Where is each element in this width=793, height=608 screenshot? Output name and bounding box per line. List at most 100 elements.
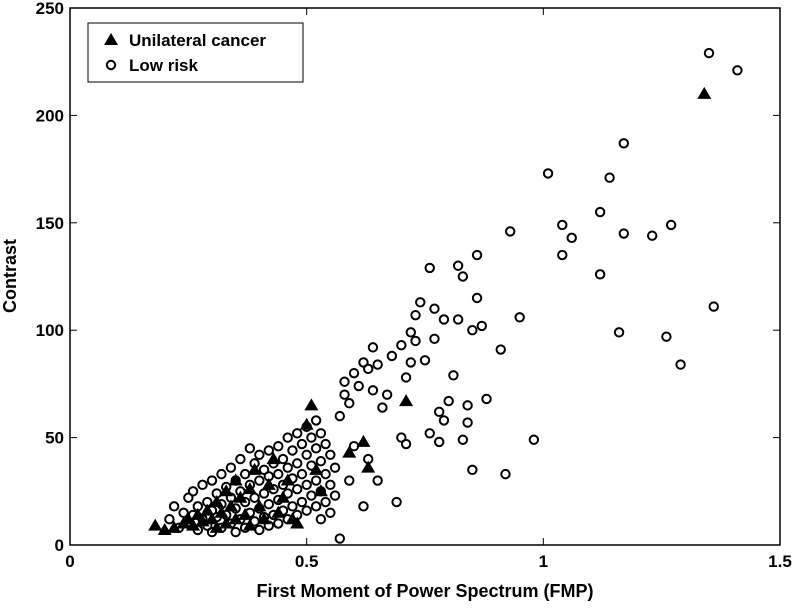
low-risk-point (386, 350, 398, 362)
low-risk-point (301, 449, 312, 460)
unilateral-cancer-point (280, 473, 295, 486)
low-risk-point (400, 438, 412, 450)
low-risk-point (703, 47, 715, 59)
low-risk-point (334, 410, 345, 422)
low-risk-point (661, 331, 672, 342)
legend-circle-icon (105, 59, 117, 71)
low-risk-point (405, 327, 416, 338)
legend-triangle-icon (104, 33, 118, 45)
low-risk-point (381, 389, 393, 400)
legend-label-unilateral-cancer: Unilateral cancer (129, 31, 266, 50)
low-risk-point (282, 432, 293, 443)
low-risk-point (400, 372, 412, 383)
unilateral-cancer-point (342, 445, 357, 458)
low-risk-point (339, 376, 350, 387)
unilateral-cancer-point (399, 394, 414, 407)
low-risk-point (396, 432, 407, 443)
low-risk-point (258, 464, 270, 476)
x-tick-label: 0 (65, 552, 74, 571)
data-points (148, 47, 743, 544)
low-risk-point (230, 526, 241, 538)
low-risk-point (557, 249, 568, 261)
low-risk-point (457, 271, 469, 282)
low-risk-point (732, 65, 743, 76)
unilateral-cancer-point (261, 477, 276, 490)
low-risk-point (424, 428, 435, 439)
low-risk-point (367, 342, 379, 353)
unilateral-cancer-point (214, 505, 229, 518)
unilateral-cancer-point (252, 499, 267, 512)
low-risk-point (481, 393, 492, 405)
unilateral-cancer-point (290, 516, 305, 529)
low-risk-point (594, 206, 606, 218)
low-risk-point (363, 363, 374, 375)
unilateral-cancer-point (228, 473, 243, 486)
low-risk-point (410, 335, 421, 347)
low-risk-point (334, 533, 345, 544)
unilateral-cancer-point (219, 484, 234, 497)
low-risk-point (613, 327, 625, 338)
axis-ticks: 0 0.5 1 1.5 0 50 100 150 200 250 (36, 0, 792, 571)
low-risk-point (254, 475, 265, 486)
low-risk-point (434, 406, 445, 418)
low-risk-point (168, 501, 180, 512)
low-risk-point (329, 462, 341, 473)
unilateral-cancer-point (247, 462, 262, 475)
low-risk-point (315, 456, 327, 467)
y-tick-label: 150 (36, 214, 64, 233)
low-risk-point (462, 417, 473, 428)
unilateral-cancer-point (186, 518, 201, 531)
low-risk-point (320, 496, 331, 508)
low-risk-point (296, 468, 308, 480)
low-risk-point (183, 492, 194, 503)
unilateral-cancer-point (167, 520, 182, 533)
unilateral-cancer-point (299, 417, 314, 430)
low-risk-point (618, 228, 629, 239)
low-risk-point (310, 443, 322, 454)
low-risk-point (457, 434, 469, 445)
low-risk-point (495, 344, 506, 355)
low-risk-point (542, 168, 554, 179)
low-risk-point (391, 496, 402, 508)
low-risk-point (292, 483, 303, 495)
unilateral-cancer-point (205, 512, 219, 525)
low-risk-point (325, 449, 336, 460)
unilateral-cancer-point (313, 484, 328, 497)
x-tick-label: 1.5 (768, 552, 792, 571)
unilateral-cancer-point (242, 482, 257, 495)
low-risk-point (448, 370, 459, 381)
low-risk-point (665, 219, 677, 231)
low-risk-point (410, 309, 421, 321)
x-axis-label: First Moment of Power Spectrum (FMP) (256, 581, 593, 601)
low-risk-point (528, 434, 540, 445)
low-risk-point (315, 428, 327, 439)
low-risk-point (273, 440, 284, 452)
low-risk-point (462, 400, 473, 411)
low-risk-point (594, 269, 606, 280)
legend: Unilateral cancer Low risk (87, 22, 304, 83)
low-risk-point (405, 357, 416, 368)
low-risk-point (282, 462, 293, 473)
unilateral-cancer-point (209, 520, 224, 533)
low-risk-point (277, 453, 289, 465)
unilateral-cancer-point (361, 460, 376, 473)
low-risk-point (708, 301, 719, 312)
low-risk-point (235, 453, 246, 465)
low-risk-point (310, 475, 322, 486)
unilateral-cancer-point (356, 434, 371, 447)
unilateral-cancer-point (219, 516, 234, 529)
low-risk-point (500, 468, 511, 480)
low-risk-point (325, 479, 336, 491)
low-risk-point (310, 501, 322, 512)
low-risk-point (396, 340, 407, 351)
low-risk-point (206, 475, 218, 486)
low-risk-point (675, 359, 686, 370)
low-risk-point (438, 415, 450, 426)
low-risk-point (273, 468, 284, 480)
low-risk-point (452, 314, 464, 325)
low-risk-point (273, 518, 284, 529)
low-risk-point (429, 333, 440, 344)
low-risk-point (301, 479, 312, 491)
low-risk-point (358, 357, 369, 368)
